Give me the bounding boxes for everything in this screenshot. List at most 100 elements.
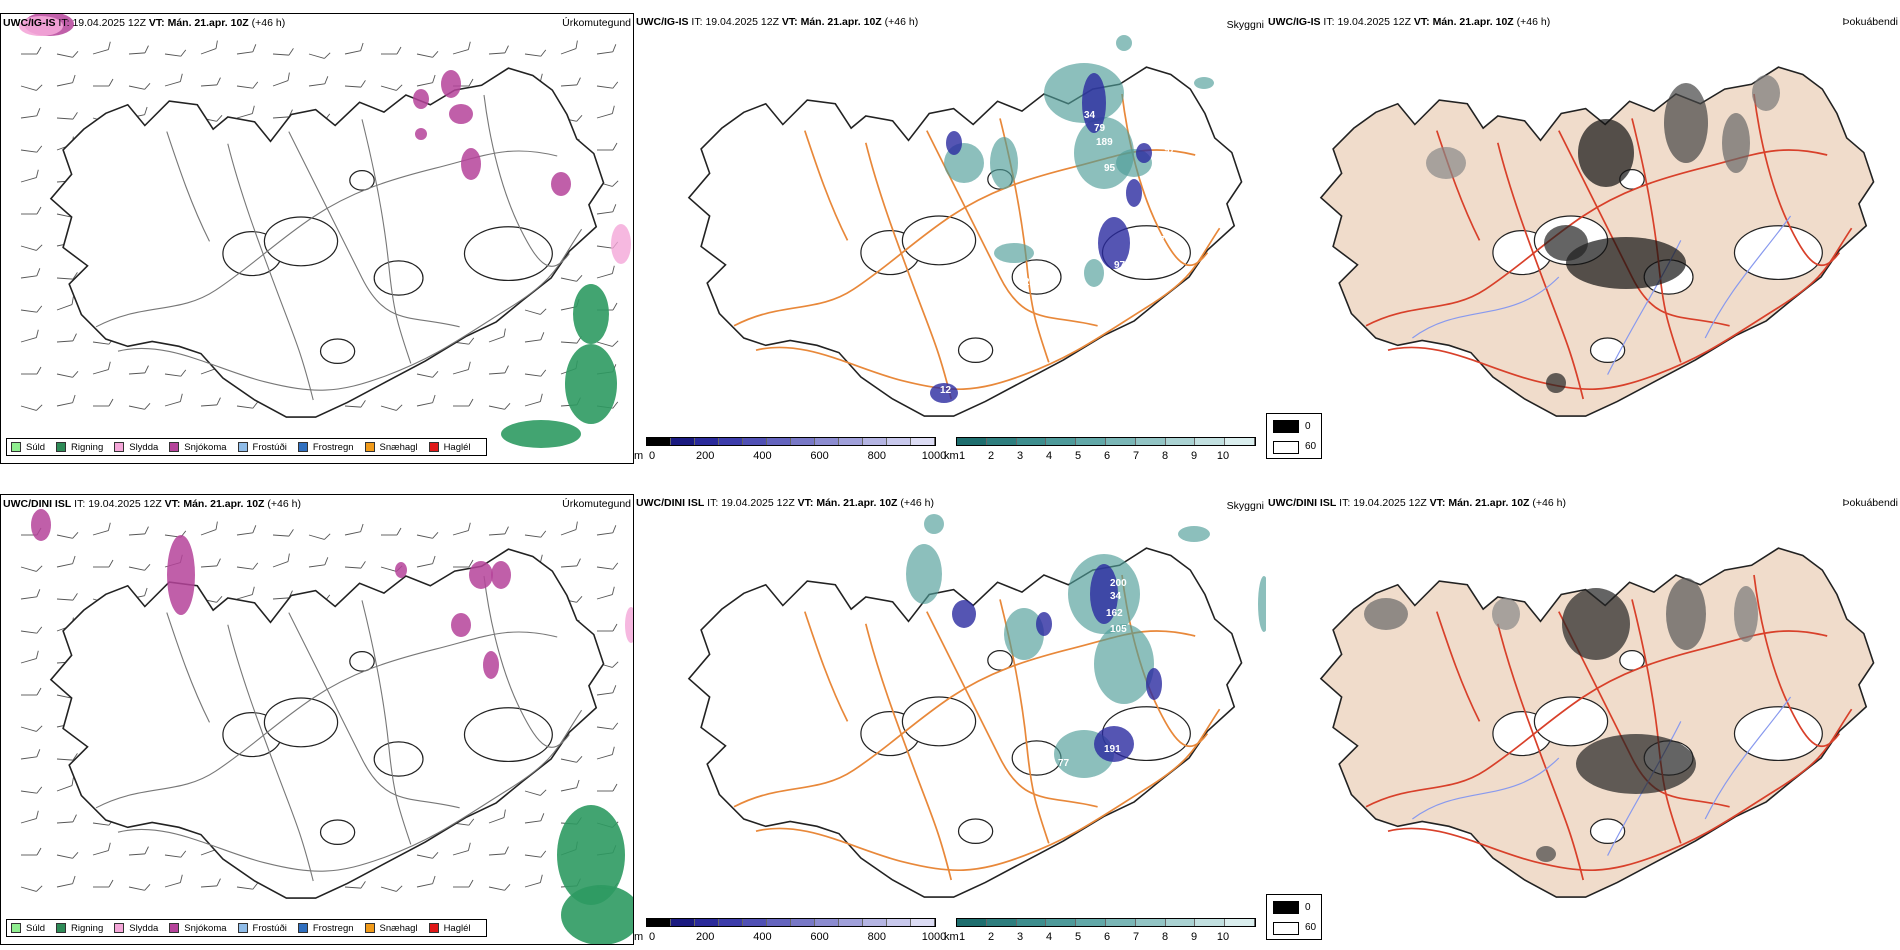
colorbar-tick: 7 <box>1132 931 1140 943</box>
colorbar-bin <box>957 919 987 926</box>
colorbar-bin <box>1195 438 1226 445</box>
precip-map-top <box>19 14 631 448</box>
colorbar-tick: 0 <box>648 931 656 943</box>
colorbar-tick: 1000 <box>921 931 947 943</box>
colorbar-km: km 1 2 3 4 5 6 7 8 9 10 <box>944 918 1260 944</box>
colorbar-bin <box>767 919 791 926</box>
colorbar-strip <box>646 918 936 927</box>
colorbar-bin <box>986 438 1017 445</box>
colorbar-bin <box>743 438 767 445</box>
colorbar-unit: km <box>944 450 959 462</box>
colorbar-bin <box>1046 438 1077 445</box>
colorbar-bin <box>1105 919 1136 926</box>
fog-light-label: 60 <box>1305 441 1317 452</box>
colorbar-tick: 4 <box>1045 931 1053 943</box>
legend-label: Frostúði <box>252 922 287 934</box>
visibility-areas <box>906 514 1266 778</box>
colorbar-bin <box>839 438 863 445</box>
visibility-value-label: 79 <box>1094 123 1106 134</box>
colorbar-bin <box>1135 919 1166 926</box>
colorbar-bin <box>887 919 911 926</box>
visibility-value-label: 12 <box>940 385 952 396</box>
legend-swatch <box>428 923 439 933</box>
legend-item: Frostúði <box>237 442 287 453</box>
fog-map-top <box>1319 66 1875 417</box>
panel-title: Skyggni <box>1226 19 1264 31</box>
fog-map-bottom <box>1319 547 1875 898</box>
fog-legend: 0 60 <box>1266 894 1322 940</box>
precip-panel-bottom: UWC/DINI ISL IT: 19.04.2025 12Z VT: Mán.… <box>0 494 634 945</box>
visibility-value-label: 26 <box>1024 277 1036 288</box>
legend-swatch <box>169 442 180 452</box>
legend-item: Rigning <box>56 923 103 934</box>
colorbar-bin <box>815 438 839 445</box>
colorbar-bin <box>647 919 671 926</box>
legend-item: Súld <box>11 442 45 453</box>
colorbar-bin <box>1225 438 1255 445</box>
fog-dark-swatch <box>1273 901 1299 914</box>
run-header: UWC/DINI ISL IT: 19.04.2025 12Z VT: Mán.… <box>1268 497 1566 509</box>
visibility-labels: 30 200 34 162 105 191 117 77 <box>814 578 1151 769</box>
fog-dark-areas <box>1364 578 1758 862</box>
visibility-value-label: 117 <box>1134 742 1151 753</box>
colorbar-tick: 5 <box>1074 931 1082 943</box>
legend-swatch <box>11 923 21 933</box>
legend-label: Slydda <box>129 441 159 453</box>
colorbar-meters: m 0 200 400 600 800 1000 <box>634 437 946 463</box>
colorbar-tick: 200 <box>696 450 715 462</box>
colorbar-bin <box>986 919 1017 926</box>
colorbar-bin <box>911 438 935 445</box>
legend-swatch <box>56 442 67 452</box>
colorbar-tick: 10 <box>1216 450 1230 462</box>
fog-dark-areas <box>1426 75 1780 393</box>
visibility-value-label: 34 <box>1110 591 1122 602</box>
legend-swatch <box>114 442 125 452</box>
colorbar-tick: 200 <box>696 931 715 943</box>
panel-title: Úrkomutegund <box>562 498 631 510</box>
colorbar-bin <box>815 919 839 926</box>
colorbar-bin <box>1105 438 1136 445</box>
legend-swatch <box>297 923 308 933</box>
colorbar-tick: 8 <box>1161 931 1169 943</box>
visibility-value-label: 19 <box>1194 150 1206 161</box>
legend-item: Snæhagl <box>364 923 418 934</box>
legend-swatch <box>114 923 125 933</box>
colorbar-bin <box>695 919 719 926</box>
colorbar-tick: 9 <box>1190 931 1198 943</box>
colorbar-tick: 7 <box>1132 450 1140 462</box>
colorbar-tick: 3 <box>1016 450 1024 462</box>
colorbar-bin <box>695 438 719 445</box>
colorbar-meters: m 0 200 400 600 800 1000 <box>634 918 946 944</box>
colorbar-bin <box>1076 919 1106 926</box>
colorbar-bin <box>1135 438 1166 445</box>
colorbar-strip <box>956 918 1256 927</box>
colorbar-tick: 1 <box>958 931 966 943</box>
visibility-value-label: 30 <box>814 596 826 607</box>
colorbar-tick: 6 <box>1103 450 1111 462</box>
colorbar-bin <box>957 438 987 445</box>
colorbar-strip <box>956 437 1256 446</box>
visibility-panel-top: 34 79 189 95 97 19 200 37 26 97 12 UWC/IG-IS IT: 1… <box>634 13 1266 464</box>
colorbar-tick: 4 <box>1045 450 1053 462</box>
colorbar-bin <box>863 438 887 445</box>
visibility-value-label: 77 <box>1058 758 1070 769</box>
visibility-value-label: 37 <box>1154 235 1166 246</box>
legend-item: Snæhagl <box>364 442 418 453</box>
legend-item: Snjókoma <box>169 922 227 934</box>
legend-swatch <box>169 923 180 933</box>
visibility-value-label: 95 <box>1104 163 1116 174</box>
legend-item: Súld <box>11 923 45 934</box>
precip-legend: Súld Rigning Slydda Snjókoma Frostúði Frostre… <box>6 438 487 456</box>
colorbar-bin <box>791 438 815 445</box>
legend-label: Súld <box>26 441 46 453</box>
precip-areas <box>31 509 633 944</box>
legend-label: Snjókoma <box>184 922 227 934</box>
colorbar-tick: 6 <box>1103 931 1111 943</box>
colorbar-tick: 9 <box>1190 450 1198 462</box>
colorbar-bin <box>1016 919 1047 926</box>
fog-dark-label: 0 <box>1305 902 1311 913</box>
run-header: UWC/IG-IS IT: 19.04.2025 12Z VT: Mán. 21… <box>3 17 286 29</box>
colorbar-bin <box>647 438 671 445</box>
